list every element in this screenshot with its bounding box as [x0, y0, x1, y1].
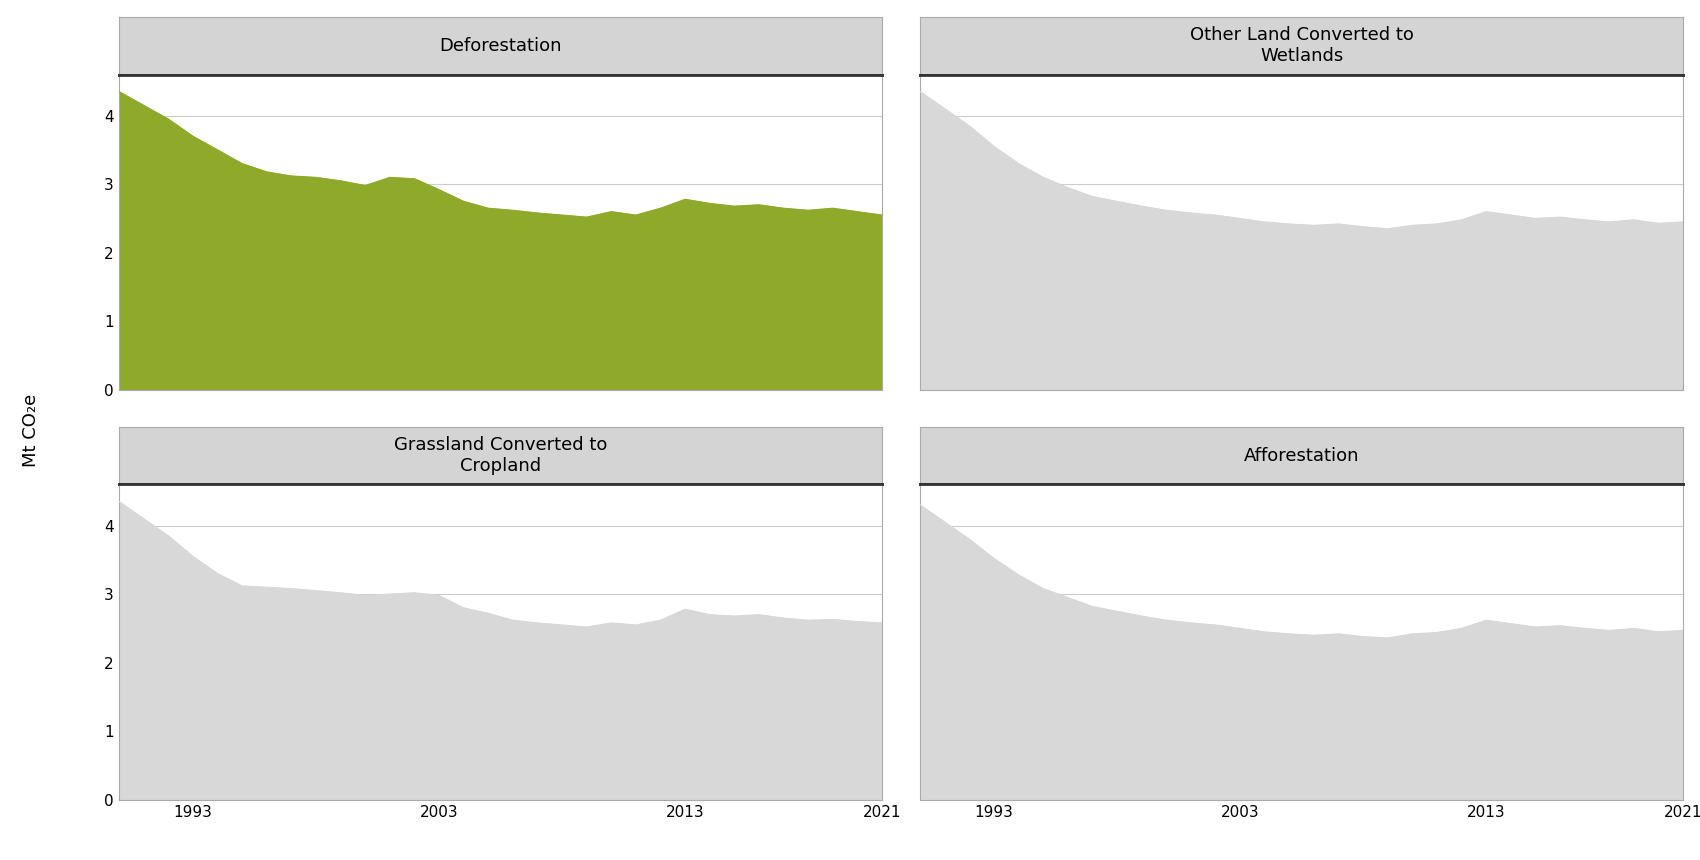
- Text: Mt CO₂e: Mt CO₂e: [22, 393, 39, 467]
- Text: Grassland Converted to
Cropland: Grassland Converted to Cropland: [394, 436, 607, 476]
- Text: Deforestation: Deforestation: [439, 37, 561, 55]
- Text: Afforestation: Afforestation: [1244, 447, 1360, 464]
- Text: Other Land Converted to
Wetlands: Other Land Converted to Wetlands: [1190, 27, 1413, 65]
